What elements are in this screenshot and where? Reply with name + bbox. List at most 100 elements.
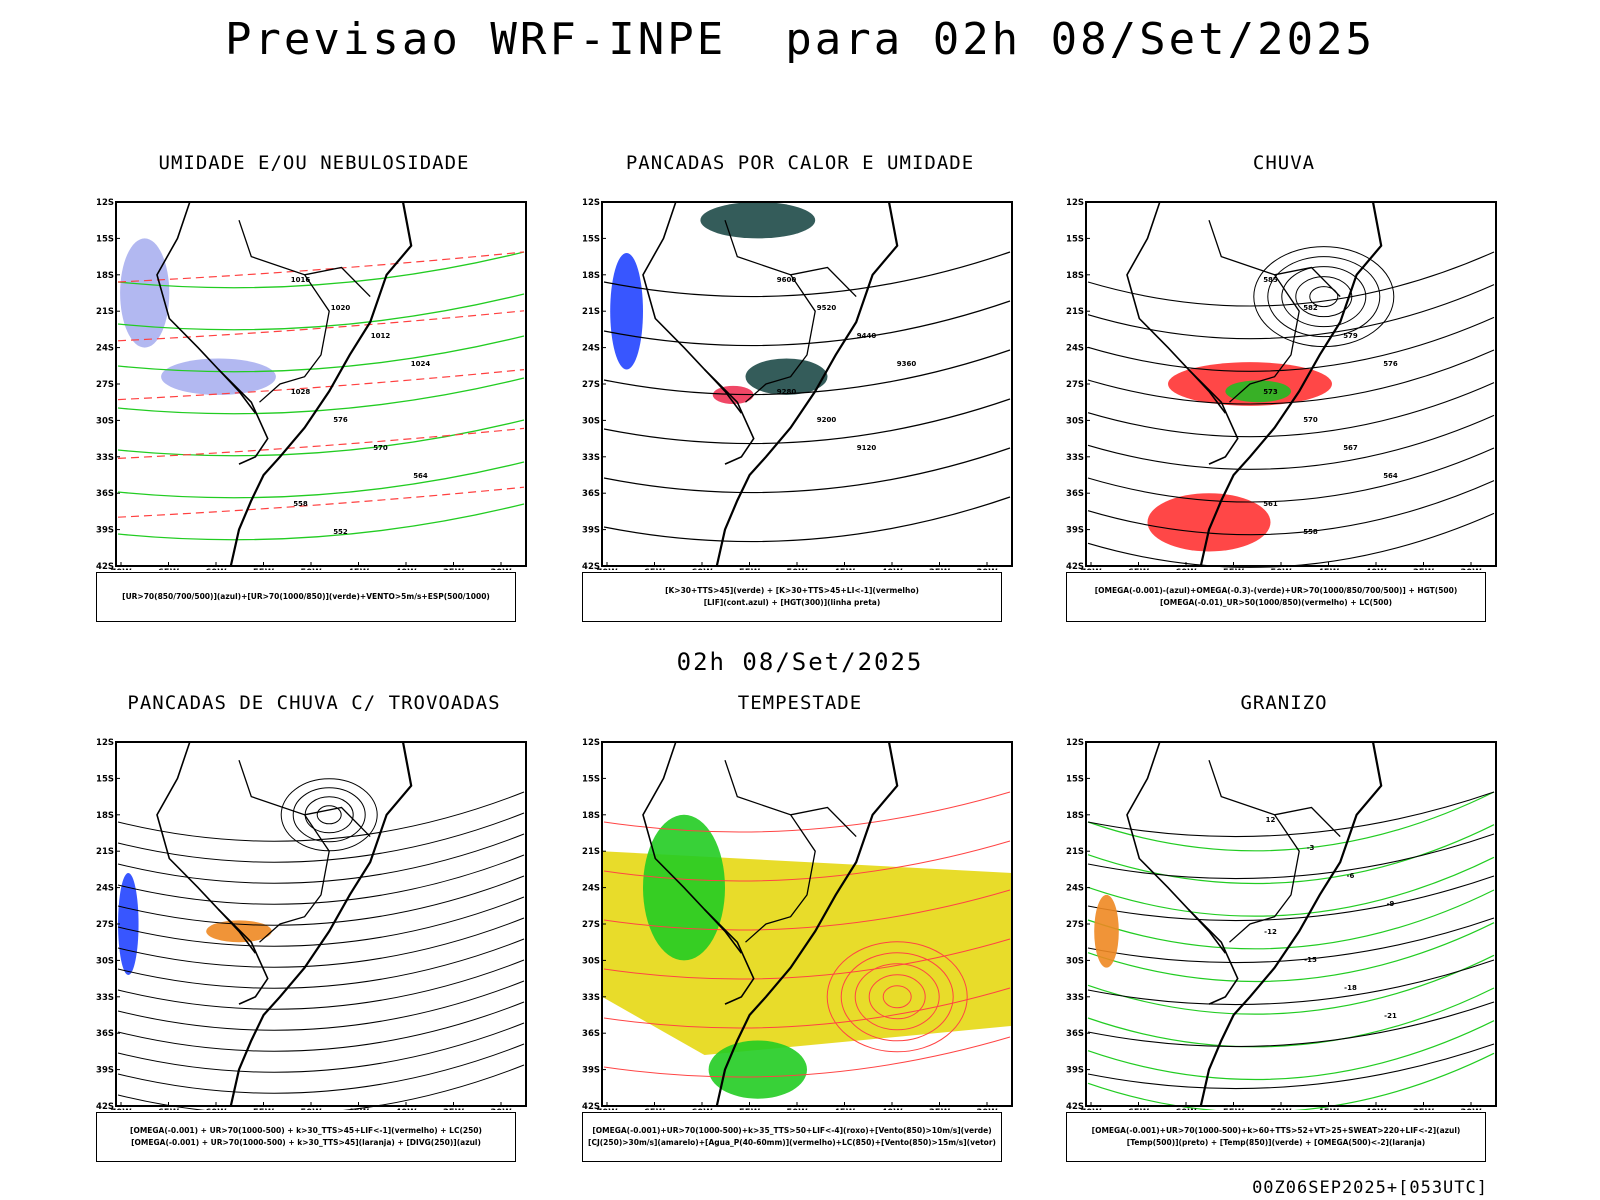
coastline bbox=[229, 741, 413, 1107]
lat-tick-label: 21S bbox=[1066, 307, 1084, 317]
lon-tick-label: 30W bbox=[976, 1108, 998, 1110]
lon-tick-label: 50W bbox=[300, 1108, 322, 1110]
streamline-group bbox=[603, 791, 1011, 1078]
lat-tick-label: 30S bbox=[582, 416, 600, 426]
lat-tick-label: 27S bbox=[1066, 920, 1084, 930]
lat-tick-label: 39S bbox=[582, 526, 600, 536]
height-contour bbox=[603, 300, 1011, 347]
lat-tick-label: 18S bbox=[1066, 271, 1084, 281]
contour-label: -15 bbox=[1304, 956, 1317, 964]
humidity-region bbox=[120, 238, 170, 348]
circulation-contour bbox=[1309, 286, 1339, 308]
borders-group bbox=[156, 201, 413, 567]
contour-label: 564 bbox=[1383, 472, 1398, 480]
contour-label: 585 bbox=[1263, 276, 1278, 284]
lat-tick-label: 27S bbox=[96, 920, 114, 930]
lat-tick-label: 24S bbox=[1066, 884, 1084, 894]
temp500-contour bbox=[1087, 959, 1495, 1006]
swirl-contour bbox=[854, 963, 940, 1031]
lat-tick-label: 27S bbox=[582, 380, 600, 390]
green-contour bbox=[117, 251, 525, 289]
lat-tick-label: 15S bbox=[96, 774, 114, 784]
lat-tick-label: 21S bbox=[582, 307, 600, 317]
lon-tick-label: 60W bbox=[691, 568, 713, 570]
temp500-contour-group bbox=[1087, 791, 1495, 1090]
map-frame-group: 12S 15S 18S 21S 24S 27S 30S 33S 36S 39S 42S70W 65W 6… bbox=[1066, 738, 1497, 1110]
lon-tick-label: 35W bbox=[1413, 568, 1435, 570]
map-granizo: 12 -3 -6 -9 -12 -15 -18 -21 12S 15S 18S 21S 24S 27S 30… bbox=[1066, 738, 1497, 1110]
lon-tick-label: 35W bbox=[929, 1108, 951, 1110]
contour-label: -12 bbox=[1264, 928, 1277, 936]
streamline bbox=[1087, 251, 1495, 307]
lon-tick-label: 55W bbox=[253, 568, 275, 570]
contour-label: 9200 bbox=[817, 416, 837, 424]
contour-label: 9360 bbox=[897, 360, 917, 368]
contour-label: 570 bbox=[373, 444, 388, 452]
red-dashed-contour bbox=[117, 427, 525, 459]
streamline bbox=[117, 917, 525, 968]
lon-tick-label: 45W bbox=[1318, 1108, 1340, 1110]
legend-line: [K>30+TTS>45](verde) + [K>30+TTS>45+LI<-… bbox=[665, 586, 919, 595]
lat-tick-label: 12S bbox=[1066, 738, 1084, 748]
lon-tick-label: 45W bbox=[348, 1108, 370, 1110]
green-contour bbox=[117, 335, 525, 373]
lon-tick-label: 40W bbox=[881, 1108, 903, 1110]
temp500-contour bbox=[1087, 791, 1495, 838]
contour-label: 1016 bbox=[291, 276, 311, 284]
lon-tick-label: 35W bbox=[443, 568, 465, 570]
country-border bbox=[642, 201, 743, 414]
contour-label: 1020 bbox=[331, 304, 351, 312]
streamline bbox=[117, 875, 525, 926]
streamline bbox=[117, 854, 525, 905]
lat-tick-label: 12S bbox=[1066, 198, 1084, 208]
state-border bbox=[1208, 759, 1300, 943]
height-contour bbox=[603, 398, 1011, 445]
contour-labels: 12 -3 -6 -9 -12 -15 -18 -21 bbox=[1264, 816, 1397, 1020]
red-dashed-contour bbox=[117, 251, 525, 283]
panel-title: UMIDADE E/OU NEBULOSIDADE bbox=[158, 152, 470, 174]
lon-tick-label: 50W bbox=[1270, 568, 1292, 570]
lon-tick-label: 70W bbox=[1080, 1108, 1102, 1110]
lat-tick-label: 18S bbox=[1066, 811, 1084, 821]
lat-tick-label: 42S bbox=[96, 562, 114, 570]
lon-tick-label: 30W bbox=[976, 568, 998, 570]
lat-tick-label: 12S bbox=[582, 738, 600, 748]
streamline bbox=[603, 840, 1011, 882]
borders-group bbox=[1126, 201, 1383, 567]
state-border bbox=[724, 759, 816, 943]
borders-group bbox=[642, 201, 899, 567]
lat-tick-label: 24S bbox=[96, 884, 114, 894]
legend-box: [OMEGA(-0.001) + UR>70(1000-500) + k>30_… bbox=[96, 1112, 516, 1162]
country-border bbox=[156, 741, 257, 954]
divergence-region bbox=[118, 873, 139, 975]
streamline bbox=[1087, 382, 1495, 438]
temp850-contour bbox=[1087, 856, 1495, 917]
state-border bbox=[1208, 219, 1300, 403]
lon-tick-label: 60W bbox=[205, 568, 227, 570]
lat-tick-label: 36S bbox=[582, 489, 600, 499]
streamline bbox=[1087, 480, 1495, 536]
lon-tick-label: 50W bbox=[1270, 1108, 1292, 1110]
panel-granizo: GRANIZO 12 -3 -6 -9 -12 -15 -18 -21 12S 15S 18S 21S… bbox=[1064, 692, 1504, 1182]
lat-tick-label: 36S bbox=[1066, 1029, 1084, 1039]
streamline bbox=[1087, 284, 1495, 340]
state-border bbox=[238, 759, 330, 943]
panel-title: PANCADAS POR CALOR E UMIDADE bbox=[625, 152, 975, 174]
red-dashed-contour bbox=[117, 486, 525, 518]
legend-line: [OMEGA(-0.001)-(azul)+OMEGA(-0.3)-(verde… bbox=[1094, 586, 1458, 595]
streamline bbox=[117, 980, 525, 1031]
lat-tick-label: 33S bbox=[582, 453, 600, 463]
storm-region bbox=[712, 385, 754, 405]
panel-title: PANCADAS DE CHUVA C/ TROVOADAS bbox=[127, 692, 501, 714]
contour-label: -3 bbox=[1307, 844, 1315, 852]
height-contour bbox=[603, 251, 1011, 298]
circulation-contour bbox=[1281, 266, 1367, 328]
lon-tick-label: 40W bbox=[395, 568, 417, 570]
borders-group bbox=[642, 741, 899, 1107]
map-frame-group: 12S 15S 18S 21S 24S 27S 30S 33S 36S 39S 42S70W 65W 6… bbox=[582, 198, 1013, 570]
country-border bbox=[1126, 201, 1227, 414]
lon-tick-label: 60W bbox=[691, 1108, 713, 1110]
lon-tick-label: 35W bbox=[443, 1108, 465, 1110]
contour-label: 9280 bbox=[777, 388, 797, 396]
lat-tick-label: 36S bbox=[96, 1029, 114, 1039]
